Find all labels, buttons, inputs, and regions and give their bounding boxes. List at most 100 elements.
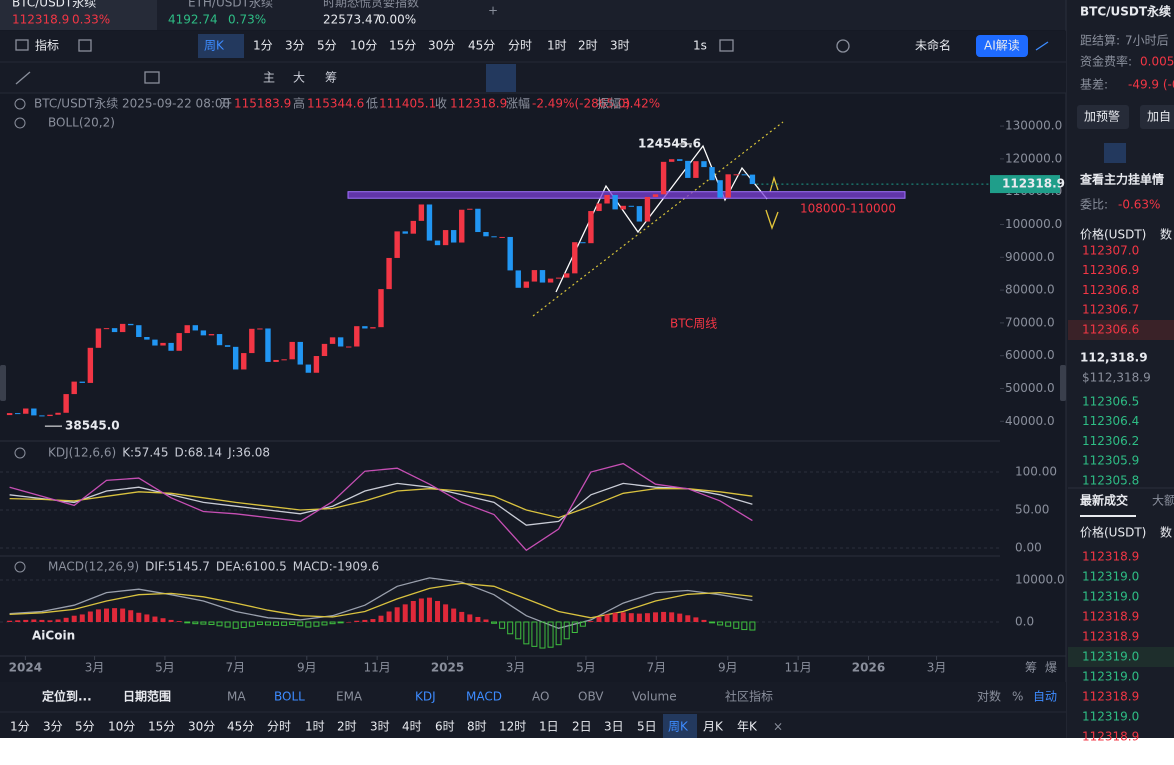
range-button[interactable]: 日期范围 (123, 689, 171, 704)
tab-name[interactable]: BTC/USDT永续 (12, 0, 96, 10)
draw-tool[interactable]: 筹 (325, 71, 337, 85)
watch-button[interactable]: 加自 (1147, 110, 1171, 124)
tab-price[interactable]: 22573.47 (323, 13, 380, 27)
replay-button[interactable]: 1s (693, 39, 707, 53)
active-tab[interactable] (0, 0, 157, 30)
tab-active[interactable] (1104, 143, 1126, 163)
icon[interactable] (15, 39, 29, 51)
legend-icon[interactable] (14, 117, 26, 129)
period-button[interactable]: 1日 (539, 720, 559, 734)
interval-button[interactable]: 30分 (428, 39, 455, 53)
price-zone (347, 191, 906, 199)
indicator-toggle[interactable]: KDJ (415, 690, 436, 704)
period-button[interactable]: 3日 (604, 720, 624, 734)
indicator-toggle[interactable]: AO (532, 690, 549, 704)
period-button[interactable]: 5分 (75, 720, 95, 734)
draw-tool[interactable]: 大 (293, 71, 305, 85)
period-button[interactable]: 1分 (10, 720, 30, 734)
ai-button[interactable]: AI解读 (984, 39, 1020, 53)
interval-button[interactable]: 45分 (468, 39, 495, 53)
axis-tool[interactable]: 筹 (1025, 661, 1037, 675)
ohlc-amp-label: 振幅 (597, 96, 621, 111)
watch-button-bg[interactable] (1140, 105, 1174, 129)
trades-title[interactable]: 最新成交 (1080, 493, 1128, 508)
indicator-toggle[interactable]: Volume (632, 690, 677, 704)
interval-button[interactable]: 3时 (610, 39, 630, 53)
period-button[interactable]: 3时 (370, 720, 390, 734)
auto-toggle[interactable]: 自动 (1033, 690, 1057, 704)
indicator-toggle[interactable]: BOLL (274, 690, 305, 704)
interval-button[interactable]: 10分 (350, 39, 377, 53)
period-button[interactable]: 4时 (402, 720, 422, 734)
icon[interactable] (836, 39, 850, 53)
icon[interactable] (15, 71, 31, 85)
tab-change[interactable]: 0.00% (378, 13, 416, 27)
ai-button-bg[interactable] (976, 35, 1028, 57)
legend-icon[interactable] (14, 447, 26, 459)
period-button[interactable]: 2日 (572, 720, 592, 734)
interval-button[interactable]: 1分 (253, 39, 273, 53)
interval-button[interactable]: 1时 (547, 39, 567, 53)
indicator-button[interactable]: 指标 (35, 38, 59, 53)
add-tab[interactable]: + (488, 4, 498, 18)
icon[interactable] (719, 39, 734, 52)
period-button[interactable]: 年K (737, 720, 758, 734)
period-button[interactable]: 10分 (108, 720, 135, 734)
period-button[interactable]: 30分 (188, 720, 215, 734)
tab-name[interactable]: 时期恐慌贪婪指数 (323, 0, 419, 10)
alert-button-bg[interactable] (1077, 105, 1129, 129)
indicator-toggle[interactable]: EMA (336, 690, 363, 704)
axis-tool[interactable]: 爆 (1045, 661, 1057, 675)
community-indicators[interactable]: 社区指标 (725, 689, 773, 704)
period-button[interactable]: 3分 (43, 720, 63, 734)
tab-name[interactable]: ETH/USDT永续 (188, 0, 273, 10)
icon[interactable] (1035, 41, 1049, 51)
period-button[interactable]: 分时 (267, 720, 291, 734)
candle-body (596, 203, 602, 212)
tab-change[interactable]: 0.33% (72, 13, 110, 27)
period-button[interactable]: 8时 (467, 720, 487, 734)
macd-bar (443, 604, 449, 622)
period-active[interactable] (663, 714, 697, 738)
period-button[interactable]: 周K (668, 720, 689, 734)
indicator-toggle[interactable]: OBV (578, 690, 604, 704)
period-button[interactable]: 12时 (499, 720, 526, 734)
period-button[interactable]: 6时 (435, 720, 455, 734)
period-button[interactable]: 月K (703, 720, 724, 734)
icon[interactable] (78, 39, 92, 52)
interval-button[interactable]: 3分 (285, 39, 305, 53)
collapse-handle[interactable] (1060, 365, 1066, 401)
interval-button[interactable]: 分时 (508, 39, 532, 53)
candle-body (636, 206, 643, 222)
indicator-toggle[interactable]: MACD (466, 690, 502, 704)
interval-button[interactable]: 5分 (317, 39, 337, 53)
tab-change[interactable]: 0.73% (228, 13, 266, 27)
toolbar-icons[interactable] (15, 39, 1049, 92)
active-tool[interactable] (486, 64, 516, 92)
draw-tool[interactable]: 主 (263, 71, 275, 85)
period-button[interactable]: 周K (204, 39, 225, 53)
interval-button[interactable]: 15分 (389, 39, 416, 53)
period-button[interactable]: 1时 (305, 720, 325, 734)
period-button[interactable]: 2时 (337, 720, 357, 734)
tab-price[interactable]: 112318.9 (12, 13, 69, 27)
period-button[interactable]: 45分 (227, 720, 254, 734)
indicator-toggle[interactable]: MA (227, 690, 246, 704)
layout-name[interactable]: 未命名 (915, 38, 951, 53)
locate-button[interactable]: 定位到... (42, 689, 92, 704)
period-button[interactable]: 5日 (637, 720, 657, 734)
macd-bar (733, 621, 740, 629)
collapse-handle[interactable] (0, 365, 6, 401)
big-trades-tab[interactable]: 大额 (1152, 494, 1174, 508)
alert-button[interactable]: 加预警 (1084, 109, 1120, 124)
period-button[interactable]: 15分 (148, 720, 175, 734)
icon[interactable] (144, 71, 160, 84)
percent-toggle[interactable]: % (1012, 690, 1023, 704)
period-active[interactable] (198, 34, 244, 58)
legend-icon[interactable] (14, 561, 26, 573)
tab-price[interactable]: 4192.74 (168, 13, 218, 27)
interval-button[interactable]: 2时 (578, 39, 598, 53)
log-toggle[interactable]: 对数 (977, 689, 1001, 704)
legend-icon[interactable] (14, 98, 26, 110)
close-button[interactable]: × (773, 720, 783, 734)
